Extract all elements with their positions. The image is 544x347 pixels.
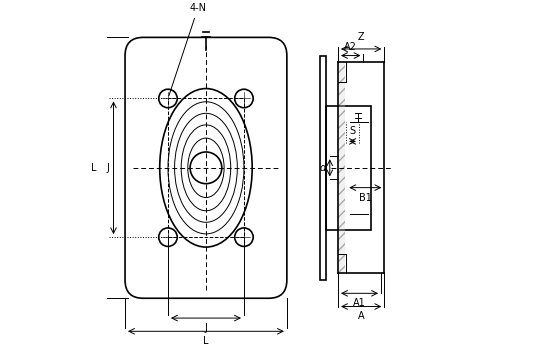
Text: J: J bbox=[205, 323, 207, 333]
Text: J: J bbox=[107, 163, 109, 173]
Text: B1: B1 bbox=[359, 193, 372, 203]
Text: L: L bbox=[203, 336, 209, 346]
Text: d: d bbox=[319, 163, 326, 173]
Text: A: A bbox=[358, 312, 364, 321]
Bar bbox=[326, 106, 371, 230]
Text: 4-N: 4-N bbox=[169, 3, 206, 96]
Bar bbox=[168, 99, 244, 237]
Text: A2: A2 bbox=[344, 42, 357, 52]
Text: A1: A1 bbox=[353, 298, 366, 308]
Bar bbox=[320, 56, 326, 280]
Text: Z: Z bbox=[358, 32, 364, 42]
Bar bbox=[338, 62, 345, 273]
Text: L: L bbox=[91, 163, 97, 173]
Text: S: S bbox=[349, 126, 356, 136]
